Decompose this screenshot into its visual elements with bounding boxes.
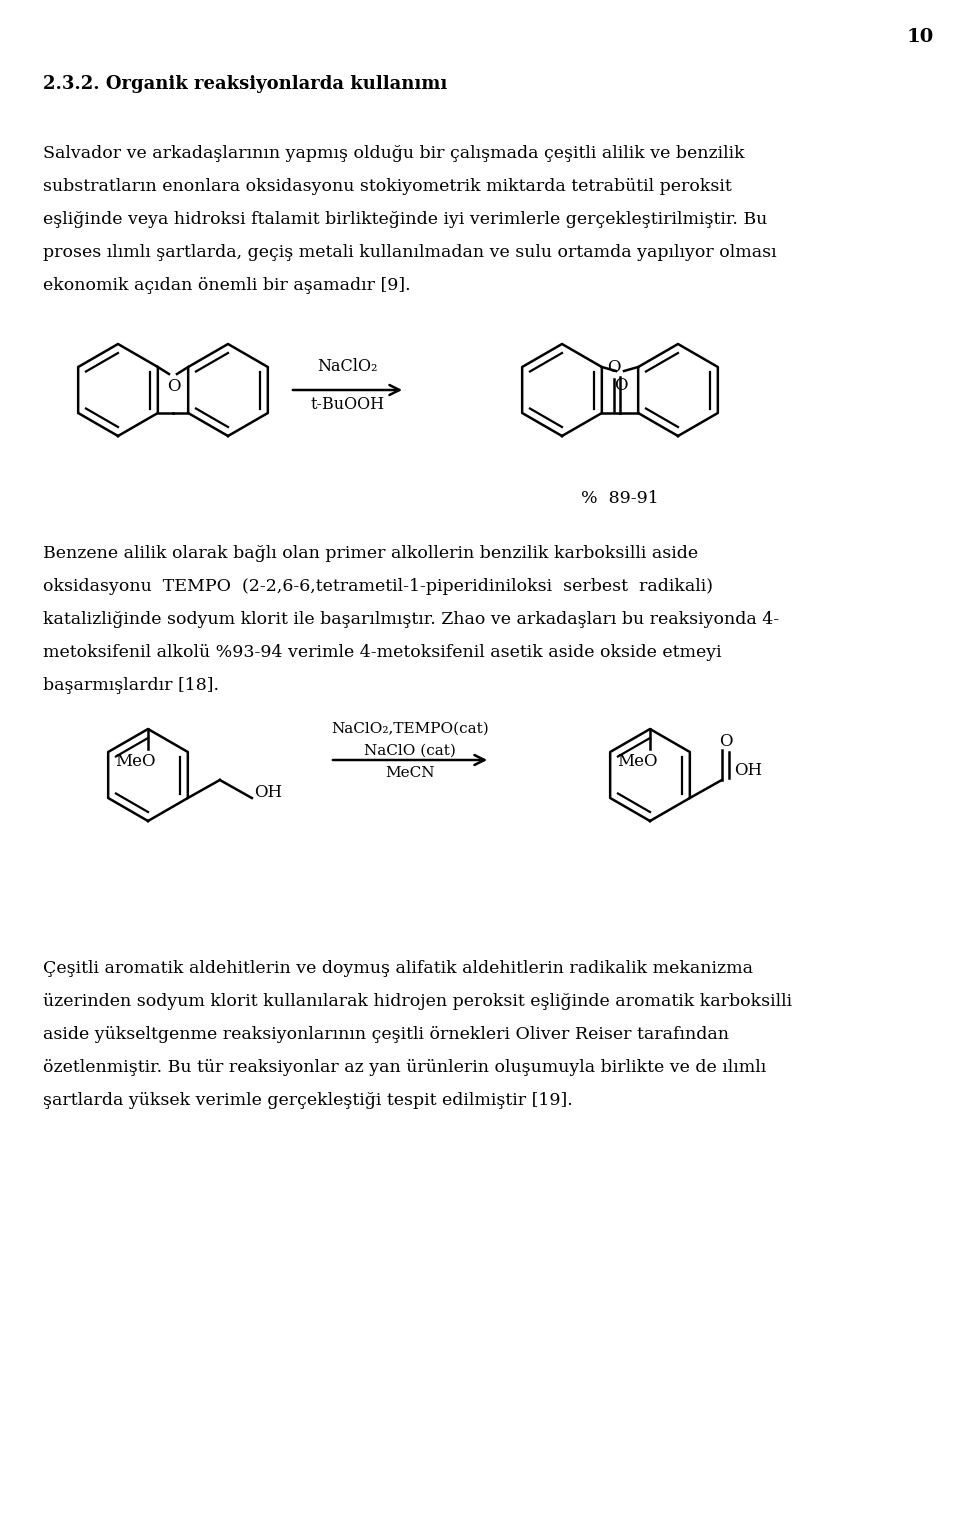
Text: MeCN: MeCN (385, 766, 435, 780)
Text: OH: OH (253, 784, 282, 801)
Text: metoksifenil alkolü %93-94 verimle 4-metoksifenil asetik aside okside etmeyi: metoksifenil alkolü %93-94 verimle 4-met… (43, 643, 722, 662)
Text: O: O (719, 733, 732, 749)
Text: aside yükseltgenme reaksiyonlarının çeşitli örnekleri Oliver Reiser tarafından: aside yükseltgenme reaksiyonlarının çeşi… (43, 1026, 729, 1043)
Text: oksidasyonu  TEMPO  (2-2,6-6,tetrametil-1-piperidiniloksi  serbest  radikali): oksidasyonu TEMPO (2-2,6-6,tetrametil-1-… (43, 578, 713, 595)
Text: NaClO₂: NaClO₂ (317, 357, 377, 375)
Text: katalizliğinde sodyum klorit ile başarılmıştır. Zhao ve arkadaşları bu reaksiyon: katalizliğinde sodyum klorit ile başarıl… (43, 612, 780, 628)
Text: 10: 10 (906, 27, 934, 45)
Text: Çeşitli aromatik aldehitlerin ve doymuş alifatik aldehitlerin radikalik mekanizm: Çeşitli aromatik aldehitlerin ve doymuş … (43, 960, 753, 977)
Text: O: O (614, 377, 628, 394)
Text: MeO: MeO (115, 752, 156, 771)
Text: Benzene alilik olarak bağlı olan primer alkollerin benzilik karboksilli aside: Benzene alilik olarak bağlı olan primer … (43, 545, 698, 562)
Text: t-BuOOH: t-BuOOH (310, 397, 385, 413)
Text: substratların enonlara oksidasyonu stokiyometrik miktarda tetrabütil peroksit: substratların enonlara oksidasyonu stoki… (43, 179, 732, 195)
Text: proses ılımlı şartlarda, geçiş metali kullanılmadan ve sulu ortamda yapılıyor ol: proses ılımlı şartlarda, geçiş metali ku… (43, 244, 777, 260)
Text: şartlarda yüksek verimle gerçekleştiği tespit edilmiştir [19].: şartlarda yüksek verimle gerçekleştiği t… (43, 1092, 573, 1108)
Text: NaClO (cat): NaClO (cat) (364, 743, 456, 759)
Text: üzerinden sodyum klorit kullanılarak hidrojen peroksit eşliğinde aromatik karbok: üzerinden sodyum klorit kullanılarak hid… (43, 993, 792, 1010)
Text: özetlenmiştir. Bu tür reaksiyonlar az yan ürünlerin oluşumuyla birlikte ve de ıl: özetlenmiştir. Bu tür reaksiyonlar az ya… (43, 1058, 766, 1076)
Text: ekonomik açıdan önemli bir aşamadır [9].: ekonomik açıdan önemli bir aşamadır [9]. (43, 277, 411, 294)
Text: NaClO₂,TEMPO(cat): NaClO₂,TEMPO(cat) (331, 722, 489, 736)
Text: 2.3.2. Organik reaksiyonlarda kullanımı: 2.3.2. Organik reaksiyonlarda kullanımı (43, 76, 447, 92)
Text: OH: OH (733, 762, 762, 780)
Text: eşliğinde veya hidroksi ftalamit birlikteğinde iyi verimlerle gerçekleştirilmişt: eşliğinde veya hidroksi ftalamit birlikt… (43, 210, 767, 229)
Text: O: O (608, 359, 621, 375)
Text: başarmışlardır [18].: başarmışlardır [18]. (43, 677, 219, 693)
Text: %  89-91: % 89-91 (581, 491, 659, 507)
Text: O: O (167, 378, 180, 395)
Text: MeO: MeO (617, 752, 658, 771)
Text: Salvador ve arkadaşlarının yapmış olduğu bir çalışmada çeşitli alilik ve benzili: Salvador ve arkadaşlarının yapmış olduğu… (43, 145, 745, 162)
